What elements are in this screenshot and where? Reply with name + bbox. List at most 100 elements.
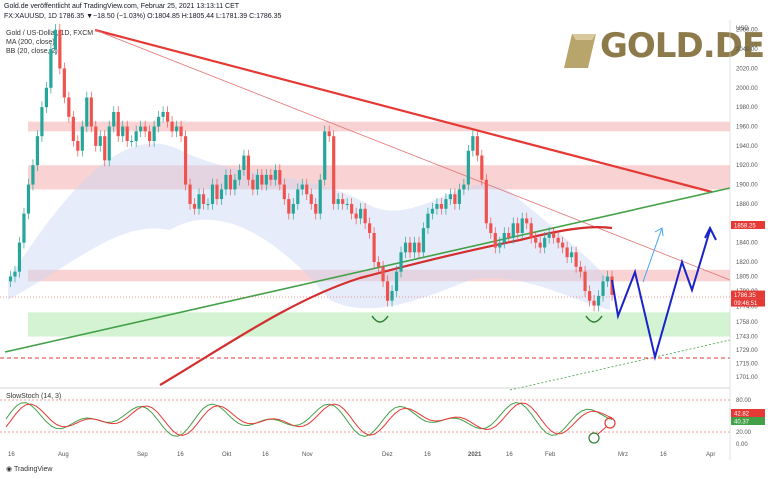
x-tick-label: Apr [706, 452, 715, 458]
stoch-arrow [597, 426, 607, 435]
candle-body [278, 170, 282, 185]
stoch-legend[interactable]: SlowStoch (14, 3) [6, 393, 62, 400]
candle-body [318, 179, 322, 214]
candle-body [40, 107, 44, 137]
candle-body [62, 68, 66, 98]
candle-body [273, 170, 277, 180]
candle-body [565, 247, 569, 258]
target-arrowhead [654, 227, 664, 237]
candle-body [448, 194, 452, 200]
candle-body [570, 252, 574, 258]
candle-body [525, 218, 529, 224]
x-tick-label: 16 [660, 452, 667, 458]
candle-body [345, 203, 349, 205]
tradingview-footer[interactable]: ◉ TradingView [6, 465, 52, 473]
candle-body [112, 112, 116, 127]
logo-text: GOLD.DE [600, 26, 765, 66]
target-arrow [642, 227, 663, 283]
forecast-path [611, 229, 711, 361]
symbol-legend[interactable]: Gold / US-Dollar, 1D, FXCM [6, 30, 94, 37]
support-trendline[interactable] [4, 187, 731, 353]
price-label-bg [731, 290, 765, 299]
candle-body [444, 199, 448, 209]
y-tick-label: 1729.00 [736, 348, 758, 354]
y-tick-label: 1940.00 [736, 144, 758, 150]
candle-body [269, 174, 273, 180]
candle-body [561, 242, 565, 248]
candle-body [457, 189, 461, 204]
x-tick-label: Mrz [618, 452, 628, 458]
bb-legend[interactable]: BB (20, close, 2) [6, 48, 58, 55]
ma200-line[interactable] [159, 226, 613, 386]
candle-body [152, 126, 156, 142]
y-tick-label: 1758.00 [736, 320, 758, 326]
y-tick-label: 2040.00 [736, 47, 758, 53]
candle-body [31, 165, 35, 185]
candle-body [601, 281, 605, 296]
price-label-text: 40.37 [734, 420, 750, 426]
candle-body [574, 252, 578, 267]
candle-body [363, 208, 367, 224]
candle-body [547, 232, 551, 238]
candle-body [350, 203, 354, 214]
x-tick-label: 16 [177, 452, 184, 458]
stoch-green-circle [588, 432, 600, 444]
y-tick-label: 1820.00 [736, 260, 758, 266]
thin-resistance-trendline[interactable] [94, 29, 731, 281]
candle-body [583, 271, 587, 292]
candle-body [394, 271, 399, 292]
candle-body [376, 262, 381, 267]
candle-body [255, 174, 259, 190]
price-label-bg [731, 409, 765, 417]
candle-body [210, 184, 215, 204]
candle-body [282, 184, 286, 200]
ma-legend[interactable]: MA (200, close) [6, 39, 55, 46]
price-label-text: 1786.35 [734, 293, 756, 299]
candle-body [94, 126, 98, 146]
price-axis[interactable]: 1701.00 1715.00 1729.00 1743.00 1758.00 1774.… [736, 28, 758, 381]
candle-body [134, 131, 138, 142]
candle-body [260, 174, 264, 185]
price-label-text: 1858.25 [734, 223, 756, 229]
double-bottom-marker-1 [371, 315, 389, 323]
candlestick-series[interactable] [8, 23, 614, 312]
x-tick-label: Okt [222, 452, 232, 458]
candle-body [578, 266, 583, 272]
price-zone-0 [28, 121, 730, 132]
candle-body [251, 179, 255, 190]
bollinger-band [8, 143, 610, 310]
price-zone-2 [28, 269, 730, 282]
resistance-trendline[interactable] [94, 28, 713, 194]
x-tick-label: 16 [262, 452, 269, 458]
candle-body [22, 213, 26, 243]
candle-body [314, 203, 318, 214]
x-tick-label: 16 [424, 452, 431, 458]
candle-body [53, 29, 57, 50]
candle-body [605, 276, 610, 282]
tradingview-label: TradingView [13, 466, 53, 473]
time-axis[interactable]: 16 Aug Sep 16 Okt 16 Nov Dez 16 2021 16 Feb Mrz 16 Apr [8, 452, 715, 458]
price-label-bg [731, 417, 765, 425]
candle-body [148, 131, 152, 142]
candle-body [103, 136, 107, 161]
price-label-bg [731, 298, 765, 307]
candle-body [130, 141, 134, 143]
candle-body [466, 150, 470, 185]
candle-body [385, 281, 390, 301]
price-label-text: 42.82 [734, 412, 750, 418]
chart-header-line1: Gold.de veröffentlicht auf TradingView.c… [4, 3, 240, 10]
candle-body [516, 223, 520, 233]
x-tick-label: Nov [302, 452, 313, 458]
forecast-arrowhead [704, 225, 717, 241]
candle-body [246, 155, 250, 180]
candle-body [192, 203, 197, 209]
stoch-tick-label: 20.00 [736, 430, 752, 436]
candle-body [170, 121, 174, 132]
candle-body [76, 141, 80, 151]
stoch-tick-label: 80.00 [736, 398, 752, 404]
y-tick-label: 1805.00 [736, 275, 758, 281]
candle-body [493, 232, 497, 248]
y-tick-label: 1743.00 [736, 335, 758, 341]
candle-body [336, 199, 340, 204]
